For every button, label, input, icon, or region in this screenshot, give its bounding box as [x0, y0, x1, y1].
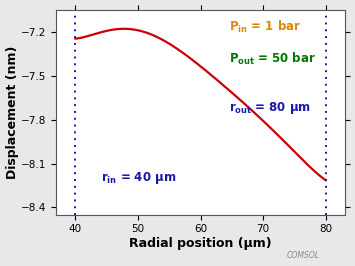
Text: P$_\mathregular{in}$ = 1 bar: P$_\mathregular{in}$ = 1 bar: [229, 19, 301, 35]
Text: r$_\mathregular{out}$ = 80 μm: r$_\mathregular{out}$ = 80 μm: [229, 100, 311, 116]
Text: P$_\mathregular{out}$ = 50 bar: P$_\mathregular{out}$ = 50 bar: [229, 51, 316, 67]
X-axis label: Radial position (μm): Radial position (μm): [129, 237, 272, 250]
Text: COMSOL: COMSOL: [287, 251, 320, 260]
Y-axis label: Displacement (nm): Displacement (nm): [6, 46, 18, 179]
Text: r$_\mathregular{in}$ = 40 μm: r$_\mathregular{in}$ = 40 μm: [101, 170, 176, 186]
